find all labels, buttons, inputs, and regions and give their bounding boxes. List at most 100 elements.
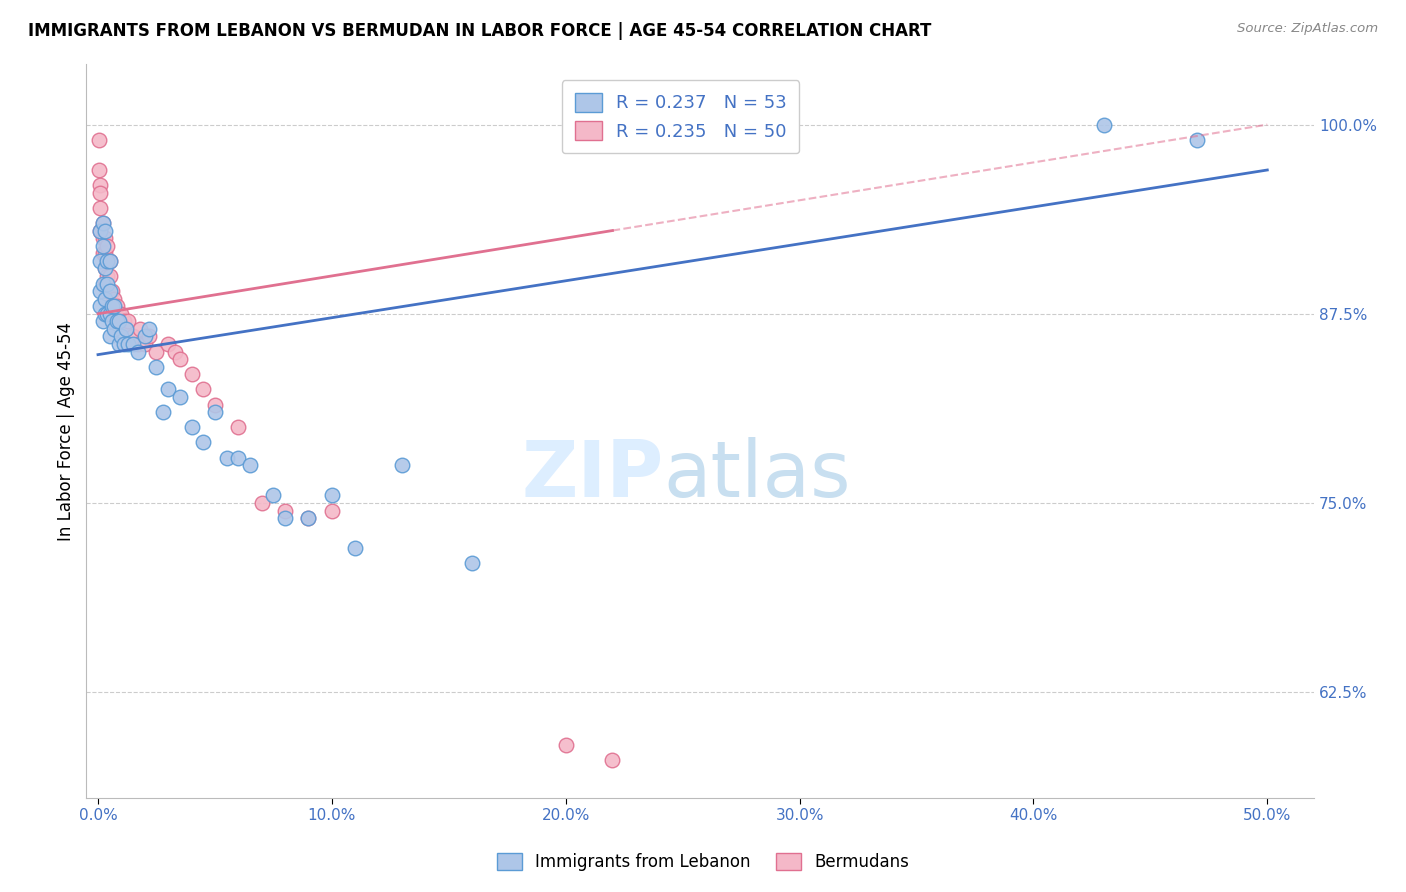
Point — [96, 277, 118, 291]
Point — [602, 753, 624, 767]
Point — [89, 284, 111, 298]
Point — [145, 359, 167, 374]
Point — [98, 329, 121, 343]
Point — [89, 299, 111, 313]
Point — [96, 253, 118, 268]
Point — [91, 238, 114, 252]
Point — [204, 398, 226, 412]
Point — [103, 322, 125, 336]
Point — [89, 223, 111, 237]
Point — [274, 503, 297, 517]
Point — [321, 488, 343, 502]
Point — [91, 216, 114, 230]
Point — [96, 238, 118, 252]
Point — [297, 511, 319, 525]
Point — [98, 284, 121, 298]
Point — [180, 368, 202, 382]
Point — [169, 352, 191, 367]
Point — [103, 299, 125, 313]
Point — [108, 337, 131, 351]
Point — [103, 292, 125, 306]
Point — [239, 458, 262, 472]
Point — [89, 186, 111, 200]
Point — [89, 223, 111, 237]
Point — [157, 337, 180, 351]
Point — [215, 450, 238, 465]
Point — [101, 314, 124, 328]
Point — [134, 337, 156, 351]
Point — [193, 435, 215, 450]
Point — [91, 277, 114, 291]
Point — [89, 133, 111, 147]
Point — [96, 268, 118, 283]
Point — [112, 337, 135, 351]
Point — [122, 329, 145, 343]
Point — [98, 253, 121, 268]
Point — [117, 337, 139, 351]
Text: Source: ZipAtlas.com: Source: ZipAtlas.com — [1237, 22, 1378, 36]
Point — [204, 405, 226, 419]
Point — [110, 307, 132, 321]
Point — [262, 488, 284, 502]
Point — [108, 314, 131, 328]
Point — [94, 261, 117, 276]
Point — [157, 383, 180, 397]
Point — [115, 322, 138, 336]
Point — [94, 231, 117, 245]
Point — [101, 299, 124, 313]
Point — [94, 292, 117, 306]
Point — [98, 299, 121, 313]
Text: atlas: atlas — [664, 437, 851, 513]
Point — [152, 405, 174, 419]
Point — [96, 253, 118, 268]
Point — [193, 383, 215, 397]
Point — [127, 344, 149, 359]
Point — [138, 329, 160, 343]
Point — [165, 344, 187, 359]
Point — [1092, 118, 1115, 132]
Point — [94, 261, 117, 276]
Point — [98, 268, 121, 283]
Point — [122, 337, 145, 351]
Point — [554, 738, 576, 752]
Point — [321, 503, 343, 517]
Point — [98, 284, 121, 298]
Point — [274, 511, 297, 525]
Point — [96, 284, 118, 298]
Point — [94, 223, 117, 237]
Point — [91, 314, 114, 328]
Point — [103, 307, 125, 321]
Point — [391, 458, 413, 472]
Point — [89, 253, 111, 268]
Point — [110, 329, 132, 343]
Point — [91, 246, 114, 260]
Point — [112, 314, 135, 328]
Point — [344, 541, 367, 556]
Point — [297, 511, 319, 525]
Text: IMMIGRANTS FROM LEBANON VS BERMUDAN IN LABOR FORCE | AGE 45-54 CORRELATION CHART: IMMIGRANTS FROM LEBANON VS BERMUDAN IN L… — [28, 22, 932, 40]
Point — [226, 420, 249, 434]
Point — [117, 314, 139, 328]
Legend: Immigrants from Lebanon, Bermudans: Immigrants from Lebanon, Bermudans — [489, 845, 917, 880]
Point — [91, 216, 114, 230]
Point — [91, 231, 114, 245]
Point — [250, 496, 273, 510]
Point — [461, 557, 484, 571]
Point — [94, 246, 117, 260]
Point — [145, 344, 167, 359]
Point — [101, 299, 124, 313]
Point — [105, 299, 128, 313]
Point — [94, 307, 117, 321]
Y-axis label: In Labor Force | Age 45-54: In Labor Force | Age 45-54 — [58, 321, 75, 541]
Point — [101, 284, 124, 298]
Point — [1185, 133, 1208, 147]
Point — [180, 420, 202, 434]
Point — [129, 322, 152, 336]
Point — [98, 253, 121, 268]
Point — [127, 337, 149, 351]
Point — [89, 201, 111, 215]
Text: ZIP: ZIP — [522, 437, 664, 513]
Point — [115, 322, 138, 336]
Point — [138, 322, 160, 336]
Point — [96, 307, 118, 321]
